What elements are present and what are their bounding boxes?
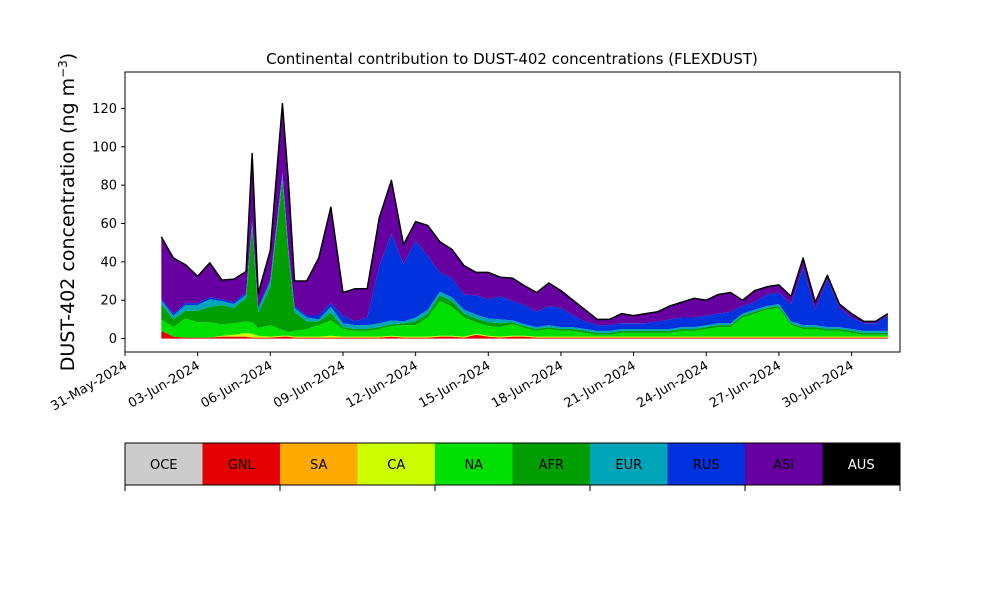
y-tick-label: 40 (100, 255, 117, 270)
y-tick-label: 80 (100, 179, 117, 194)
legend-swatch-asi (745, 443, 823, 485)
legend-label-oce: OCE (150, 458, 178, 473)
area-asi (161, 103, 888, 326)
legend-swatch-gnl (202, 443, 280, 485)
legend-swatch-afr (512, 443, 590, 485)
area-ca (161, 330, 888, 338)
y-axis-label-main: DUST-402 concentration (ng m (57, 78, 79, 371)
legend-label-eur: EUR (615, 458, 642, 473)
stacked-areas (161, 103, 888, 339)
chart-title: Continental contribution to DUST-402 con… (266, 50, 758, 68)
legend-swatch-ca (357, 443, 435, 485)
plot-frame (124, 71, 901, 353)
area-afr (161, 180, 888, 335)
x-tick-label: 27-Jun-2024 (707, 358, 784, 411)
y-tick-label: 20 (100, 294, 117, 309)
x-tick-label: 30-Jun-2024 (780, 358, 857, 411)
y-tick-label: 100 (92, 140, 117, 155)
x-tick-label: 09-Jun-2024 (271, 358, 348, 411)
legend-label-asi: ASI (773, 458, 794, 473)
y-axis-ticks: 0 20 40 60 80 100 120 (92, 102, 125, 347)
x-axis-ticks: 31-May-202403-Jun-202406-Jun-202409-Jun-… (48, 352, 857, 414)
total-concentration-line (160, 102, 889, 323)
x-tick-label: 18-Jun-2024 (489, 358, 566, 411)
y-axis-label-superscript: −3 (56, 60, 70, 78)
legend-label-ca: CA (387, 458, 405, 473)
x-tick-label: 06-Jun-2024 (198, 358, 275, 411)
y-tick-label: 120 (92, 102, 117, 117)
legend-label-afr: AFR (539, 458, 564, 473)
legend-swatch-oce (125, 443, 203, 485)
legend-label-na: NA (464, 458, 483, 473)
y-tick-label: 60 (100, 217, 117, 232)
legend-swatch-aus (822, 443, 900, 485)
legend-label-aus: AUS (848, 458, 875, 473)
area-gnl (161, 330, 888, 339)
x-tick-label: 24-Jun-2024 (634, 358, 711, 411)
legend-label-rus: RUS (693, 458, 720, 473)
legend-label-gnl: GNL (228, 458, 256, 473)
legend-swatch-rus (667, 443, 745, 485)
x-tick-label: 15-Jun-2024 (416, 358, 493, 411)
area-rus (161, 172, 888, 331)
y-axis-label-close: ) (57, 53, 79, 60)
legend-swatch-na (435, 443, 513, 485)
legend-label-sa: SA (310, 458, 327, 473)
x-tick-label: 21-Jun-2024 (562, 358, 639, 411)
legend-frame (124, 442, 901, 486)
legend-swatch-eur (590, 443, 668, 485)
x-tick-label: 12-Jun-2024 (344, 358, 421, 411)
y-axis-label: DUST-402 concentration (ng m−3) (56, 53, 79, 371)
area-na (161, 301, 888, 338)
region-legend-colorbar: OCE GNL SA CA NA AFR EUR RUS ASI AUS (124, 442, 901, 491)
y-tick-label: 0 (109, 332, 117, 347)
legend-swatch-sa (280, 443, 358, 485)
x-tick-label: 03-Jun-2024 (126, 358, 203, 411)
